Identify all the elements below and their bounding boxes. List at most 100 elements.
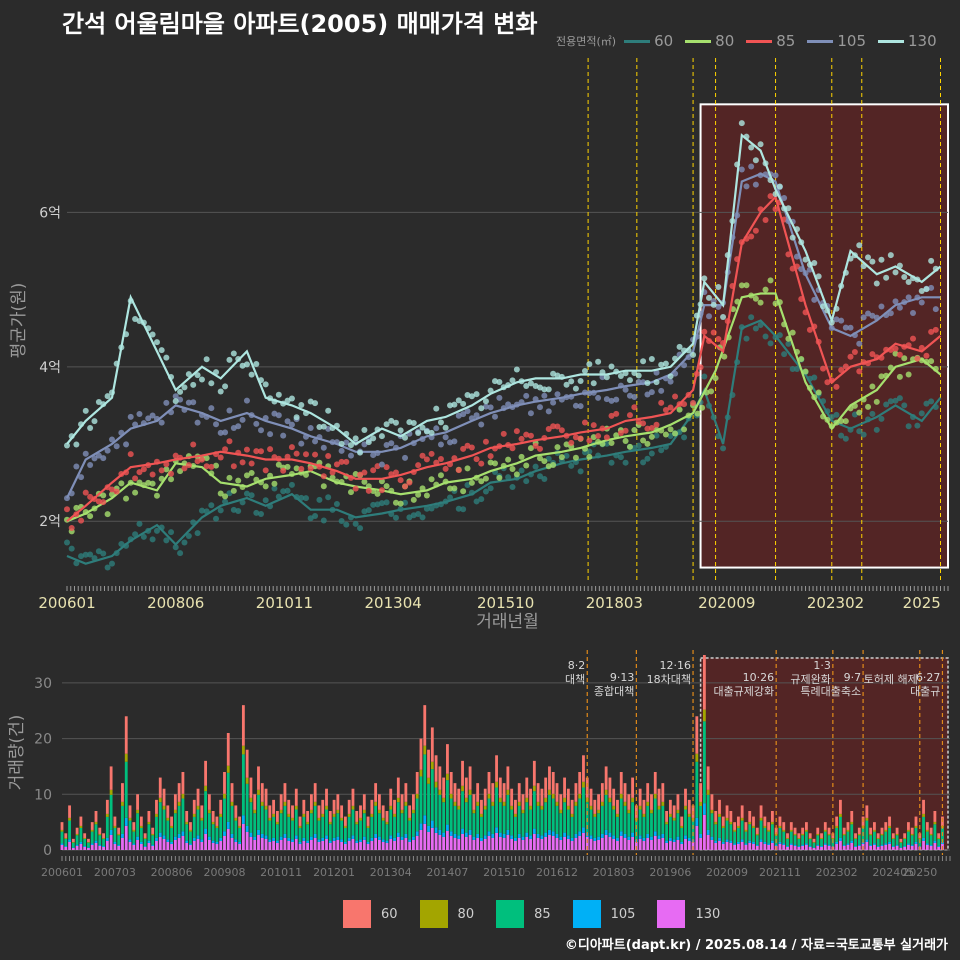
volume-bar-segment-85 [808, 838, 812, 846]
volume-bar-segment-105 [774, 844, 778, 846]
volume-bar-segment-80 [306, 821, 310, 825]
volume-bar-segment-80 [555, 801, 559, 806]
volume-bar-segment-105 [570, 837, 574, 841]
volume-bar-segment-85 [525, 802, 529, 833]
price-point [217, 507, 224, 514]
price-point [267, 446, 274, 453]
volume-xtick-label: 200806 [151, 866, 193, 879]
volume-bar-segment-80 [192, 813, 196, 817]
volume-bar [185, 811, 189, 850]
price-point [545, 455, 552, 462]
volume-bar-segment-130 [529, 838, 532, 850]
volume-bar-segment-130 [869, 845, 873, 850]
volume-bar-segment-130 [64, 846, 68, 850]
volume-bar-segment-105 [823, 843, 827, 845]
price-point [815, 389, 822, 396]
volume-bar [619, 772, 623, 850]
volume-bar [880, 827, 884, 850]
volume-bar-segment-60 [604, 766, 608, 790]
price-point [410, 496, 417, 503]
volume-bar-segment-130 [207, 839, 211, 850]
volume-bar-segment-85 [434, 787, 438, 828]
price-point [275, 461, 282, 468]
volume-bar-segment-80 [245, 777, 249, 784]
volume-bar-segment-80 [514, 813, 517, 817]
volume-bar-segment-105 [895, 844, 899, 846]
volume-bar-segment-80 [914, 825, 918, 828]
price-point [878, 256, 885, 263]
volume-bar-segment-60 [378, 794, 381, 810]
volume-bar-segment-105 [128, 839, 132, 842]
price-point [608, 412, 615, 419]
volume-bar-segment-60 [559, 794, 563, 810]
volume-bar-segment-105 [770, 840, 774, 843]
volume-bar-segment-105 [899, 847, 903, 848]
volume-bar [725, 805, 729, 850]
volume-bar-segment-60 [555, 783, 559, 802]
volume-bar-segment-80 [196, 805, 200, 810]
volume-bar [668, 799, 672, 850]
volume-bar-segment-60 [498, 777, 502, 798]
volume-bar-segment-85 [219, 816, 223, 838]
volume-bar [733, 822, 737, 850]
price-point [928, 398, 935, 405]
volume-bar-segment-130 [903, 846, 907, 850]
volume-bar-segment-60 [117, 827, 121, 834]
volume-bar-segment-60 [393, 799, 396, 814]
price-point [230, 350, 237, 357]
volume-bar-segment-80 [857, 833, 861, 836]
volume-bar-segment-85 [797, 838, 801, 846]
volume-bar [884, 822, 888, 850]
price-point [676, 406, 683, 413]
volume-bar [461, 760, 464, 850]
volume-bar-segment-60 [64, 833, 68, 838]
price-point [595, 432, 602, 439]
price-point [644, 455, 651, 462]
price-point [113, 488, 120, 495]
price-point [856, 409, 863, 416]
volume-bar [827, 827, 831, 850]
price-point [383, 442, 390, 449]
volume-bar-segment-80 [60, 829, 64, 832]
price-point [640, 459, 647, 466]
volume-bar [434, 755, 438, 850]
volume-bar-segment-105 [370, 837, 374, 841]
volume-bar [729, 811, 733, 850]
price-point [82, 551, 89, 558]
volume-bar-segment-80 [94, 821, 98, 825]
volume-bar-segment-60 [396, 777, 400, 798]
volume-bar-segment-130 [385, 842, 389, 850]
volume-bar-segment-105 [495, 827, 498, 833]
volume-bar-segment-85 [128, 820, 132, 840]
price-point [312, 513, 319, 520]
volume-bar [223, 772, 226, 850]
volume-bar [381, 805, 385, 850]
price-point [153, 527, 160, 534]
volume-annotation-label: 대출규 [910, 685, 940, 698]
volume-bar-segment-85 [408, 820, 412, 840]
volume-bar [699, 783, 703, 850]
volume-bar-segment-105 [763, 841, 767, 844]
volume-bar-segment-105 [423, 815, 427, 824]
price-point [347, 452, 354, 459]
volume-bar-segment-130 [718, 840, 721, 850]
price-point [302, 495, 309, 502]
volume-bar-segment-105 [94, 840, 98, 843]
volume-bar-segment-105 [291, 839, 294, 842]
volume-bar [442, 777, 446, 850]
price-point [658, 387, 665, 394]
price-point [208, 463, 215, 470]
volume-bar-segment-85 [223, 798, 226, 832]
price-point [869, 351, 876, 358]
volume-bar-segment-85 [820, 838, 823, 846]
volume-bar-segment-85 [559, 813, 563, 837]
volume-bar [687, 799, 691, 850]
volume-bar-segment-130 [366, 843, 370, 850]
volume-bar-segment-85 [132, 831, 136, 844]
volume-bar-segment-80 [759, 817, 763, 821]
volume-bar-segment-85 [804, 831, 808, 844]
volume-bar [706, 766, 710, 850]
volume-bar [491, 783, 495, 850]
price-series-105 [64, 163, 941, 502]
price-point [253, 420, 260, 427]
